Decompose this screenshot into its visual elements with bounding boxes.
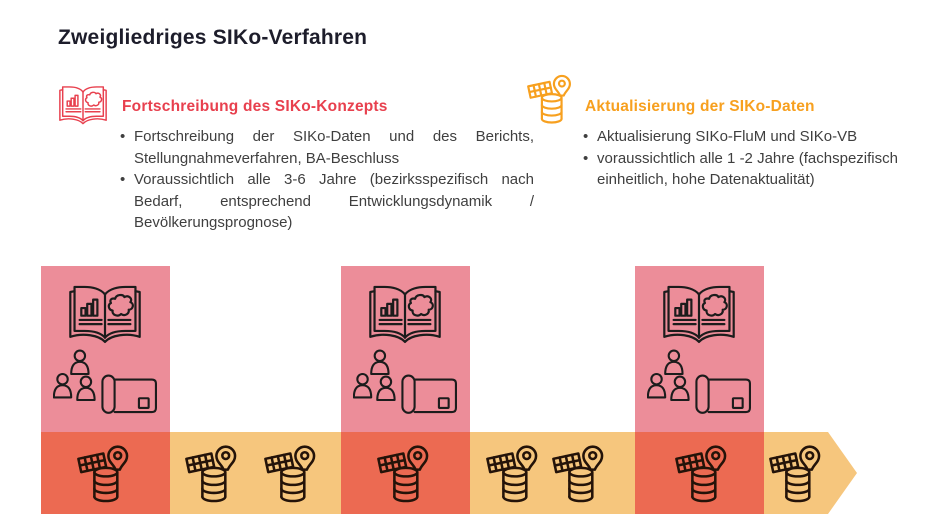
- people-group-icon: [647, 346, 699, 402]
- database-grid-pin-icon: [77, 442, 133, 504]
- bullet-item: Aktualisierung SIKo-FluM und SIKo-VB: [581, 126, 913, 148]
- right-section-heading: Aktualisierung der SIKo-Daten: [585, 98, 815, 115]
- site-plan-icon: [694, 372, 754, 418]
- timeline-block: [635, 266, 764, 432]
- site-plan-icon: [100, 372, 160, 418]
- bullet-item: Voraussichtlich alle 3-6 Jahre (bezirkss…: [118, 169, 534, 234]
- report-book-icon: [58, 281, 152, 347]
- report-book-icon: [652, 281, 746, 347]
- database-grid-pin-icon: [675, 442, 731, 504]
- database-grid-pin-icon: [377, 442, 433, 504]
- bullet-item: Fortschreibung der SIKo-Daten und des Be…: [118, 126, 534, 169]
- bullet-item: voraussichtlich alle 1 -2 Jahre (fachspe…: [581, 148, 913, 191]
- left-section-bullet-list: Fortschreibung der SIKo-Daten und des Be…: [118, 126, 534, 234]
- database-pin-icon: [527, 71, 575, 126]
- open-book-icon: [55, 83, 111, 127]
- people-group-icon: [53, 346, 105, 402]
- timeline-block: [41, 266, 170, 432]
- database-grid-pin-icon: [769, 442, 825, 504]
- left-section-heading: Fortschreibung des SIKo-Konzepts: [122, 98, 388, 115]
- right-section-bullet-list: Aktualisierung SIKo-FluM und SIKo-VB vor…: [581, 126, 913, 191]
- timeline-block: [341, 266, 470, 432]
- database-grid-pin-icon: [552, 442, 608, 504]
- timeline-arrow-band: [41, 432, 857, 514]
- database-grid-pin-icon: [264, 442, 320, 504]
- database-grid-pin-icon: [486, 442, 542, 504]
- report-book-icon: [358, 281, 452, 347]
- page-title: Zweigliedriges SIKo-Verfahren: [58, 26, 368, 49]
- database-grid-pin-icon: [185, 442, 241, 504]
- site-plan-icon: [400, 372, 460, 418]
- people-group-icon: [353, 346, 405, 402]
